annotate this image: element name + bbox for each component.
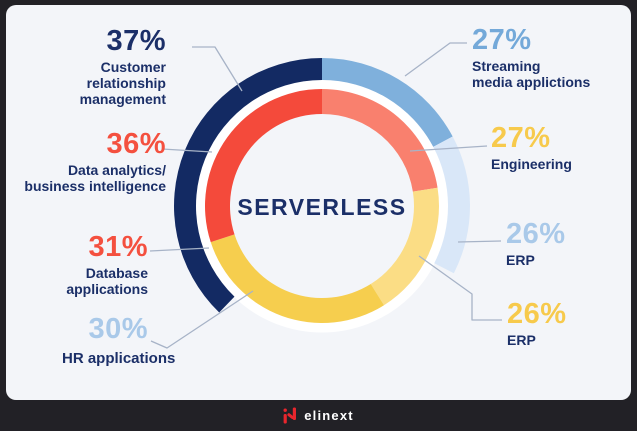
stat-label-line: ERP: [507, 332, 536, 348]
stat-label-line: Customer: [100, 59, 166, 75]
donut-white-gap-ring: [195, 79, 449, 333]
donut-segment-inner: [205, 89, 322, 243]
stat-erp-1-pct: 26%: [506, 218, 566, 250]
stat-erp-2: 26% ERP: [507, 299, 607, 348]
callout-connector-line: [418, 255, 502, 321]
donut-segment-inner: [370, 187, 439, 306]
donut-segment-outer: [322, 58, 453, 147]
stat-crm: 37% Customer relationship management: [16, 26, 166, 107]
stat-database-label: Database applications: [20, 265, 148, 297]
stat-streaming: 27% Streaming media applictions: [472, 25, 622, 90]
stat-database: 31% Database applications: [20, 232, 148, 297]
footer-bar: elinext: [0, 400, 637, 431]
donut-segment-inner: [210, 234, 385, 323]
donut-segment-outer: [433, 136, 471, 274]
stat-label-line: Database: [85, 265, 148, 281]
stat-engineering: 27% Engineering: [491, 123, 621, 172]
callout-connector-line: [457, 240, 502, 243]
stat-streaming-label: Streaming media applictions: [472, 58, 622, 90]
stat-label-line: Engineering: [491, 156, 572, 172]
stat-erp-1-label: ERP: [506, 252, 606, 268]
stat-hr-pct: 30%: [88, 313, 148, 345]
stat-erp-2-label: ERP: [507, 332, 607, 348]
brand-name: elinext: [304, 408, 354, 423]
stat-database-pct: 31%: [88, 231, 148, 263]
stat-engineering-pct: 27%: [491, 122, 551, 154]
stat-label-line: relationship: [86, 75, 166, 91]
stat-data-analytics-label: Data analytics/ business intelligence: [10, 162, 166, 194]
donut-segment-inner: [322, 89, 438, 192]
stat-data-analytics-pct: 36%: [106, 128, 166, 160]
callout-connector-line: [149, 247, 210, 252]
stat-label-line: ERP: [506, 252, 535, 268]
callout-connector-line: [161, 148, 213, 153]
callout-connector-line: [150, 290, 254, 349]
stat-erp-1: 26% ERP: [506, 219, 606, 268]
stat-erp-2-pct: 26%: [507, 298, 567, 330]
chart-center-title: SERVERLESS: [237, 194, 407, 220]
donut-segment-outer: [174, 58, 322, 313]
stat-label-line: Data analytics/: [67, 162, 166, 178]
callout-connector-line: [192, 46, 243, 92]
stat-engineering-label: Engineering: [491, 156, 621, 172]
callout-connector-line: [404, 42, 467, 77]
stat-label-line: applications: [66, 281, 148, 297]
stat-label-line: management: [79, 91, 166, 107]
stat-crm-label: Customer relationship management: [16, 59, 166, 107]
stat-crm-pct: 37%: [106, 25, 166, 57]
callout-connector-line: [409, 145, 488, 152]
stat-hr-label: HR applications: [62, 350, 176, 367]
stat-data-analytics: 36% Data analytics/ business intelligenc…: [10, 129, 166, 194]
elinext-logo-icon: [283, 407, 297, 424]
stat-label-line: media applictions: [472, 74, 591, 90]
stat-hr: 30%: [56, 314, 148, 344]
stat-label-line: Streaming: [472, 58, 541, 74]
stat-label-line: business intelligence: [24, 178, 166, 194]
stat-streaming-pct: 27%: [472, 24, 532, 56]
